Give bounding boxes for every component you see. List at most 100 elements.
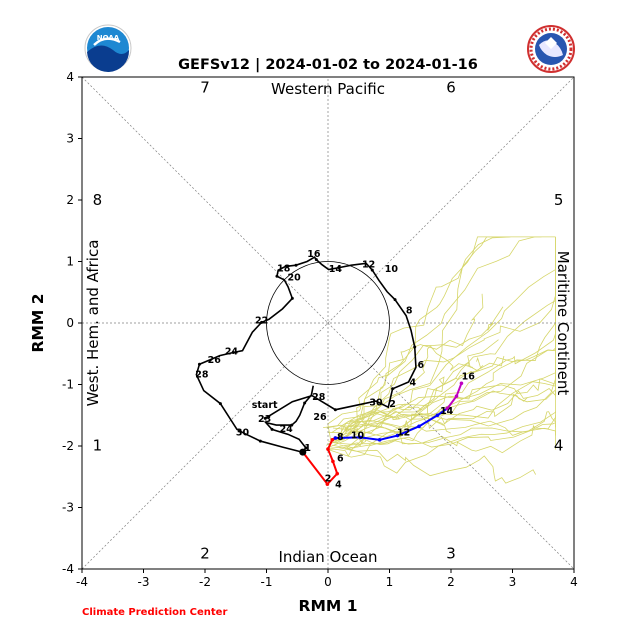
observed-day-label: 14: [329, 264, 343, 275]
forecast-point: [454, 394, 459, 398]
forecast-day-label: 10: [351, 431, 365, 442]
svg-text:NOAA: NOAA: [97, 34, 120, 42]
ensemble-member-line: [339, 447, 536, 484]
observed-day-label: 24: [280, 424, 294, 435]
observed-point: [370, 268, 374, 272]
observed-point: [260, 320, 264, 324]
y-tick-label: -1: [62, 378, 74, 392]
ensemble-member-line: [332, 417, 451, 444]
x-tick-label: -3: [138, 575, 150, 589]
ensemble-member-line: [344, 236, 556, 430]
observed-point: [218, 402, 222, 406]
forecast-point: [358, 435, 363, 440]
observed-point: [413, 345, 417, 349]
phase-number: 8: [93, 191, 103, 209]
observed-point: [333, 408, 337, 412]
chart-title: GEFSv12 | 2024-01-02 to 2024-01-16: [178, 57, 478, 73]
forecast-day-label: 8: [337, 432, 344, 443]
x-tick-label: -4: [76, 575, 88, 589]
ensemble-member-line: [344, 420, 556, 450]
observed-point: [304, 446, 308, 450]
y-tick-label: -2: [62, 439, 74, 453]
ensemble-member-line: [327, 293, 484, 440]
forecast-point: [417, 424, 421, 429]
forecast-start-marker: [299, 448, 307, 456]
x-axis-label: RMM 1: [299, 597, 358, 615]
observed-day-label: 20: [288, 272, 302, 283]
observed-point: [258, 439, 262, 443]
x-tick-label: 1: [386, 575, 394, 589]
observed-day-label: 30: [369, 397, 383, 408]
grid-lines: [78, 76, 575, 573]
observed-day-label: 26: [313, 412, 327, 423]
ensemble-member-line: [327, 378, 556, 457]
noaa-logo: NOAA: [84, 24, 132, 73]
observed-point: [231, 351, 235, 355]
ensemble-member-line: [345, 411, 556, 450]
phase-number: 3: [446, 545, 456, 563]
x-tick-label: 2: [447, 575, 455, 589]
phase-number: 2: [200, 545, 210, 563]
observed-point: [314, 258, 318, 262]
y-axis-label: RMM 2: [29, 294, 47, 353]
observed-day-label: 1: [304, 443, 311, 454]
forecast-point: [333, 436, 338, 440]
footer-credit: Climate Prediction Center: [82, 607, 227, 618]
observed-day-label: 24: [225, 346, 239, 357]
region-label-bottom: Indian Ocean: [278, 548, 377, 566]
phase-number: 7: [200, 78, 210, 96]
region-label-right: Maritime Continent: [554, 251, 572, 396]
forecast-point: [326, 447, 330, 451]
ensemble-member-line: [323, 388, 556, 429]
y-tick-label: 4: [66, 70, 74, 84]
forecast-point: [435, 413, 440, 418]
y-tick-label: -4: [62, 562, 74, 576]
forecast-point: [445, 406, 450, 411]
forecast-day-label: 2: [325, 474, 332, 485]
observed-point: [263, 416, 267, 420]
phase-number: 6: [446, 78, 456, 96]
forecast-point: [330, 438, 335, 442]
observed-point: [197, 362, 201, 366]
forecast-point: [395, 433, 400, 438]
observed-day-label: 12: [362, 260, 375, 271]
observed-point: [270, 427, 274, 431]
start-label: start: [252, 400, 278, 411]
forecast-day-label: 4: [335, 480, 342, 491]
ensemble-member-line: [331, 339, 499, 433]
observed-day-label: 28: [195, 370, 209, 381]
y-tick-label: 2: [66, 193, 74, 207]
y-tick-label: -3: [62, 501, 74, 515]
observed-point: [275, 274, 279, 278]
observed-day-label: 22: [255, 316, 268, 327]
phase-number: 5: [554, 191, 564, 209]
observed-line: [195, 256, 417, 454]
forecast-day-label: 14: [440, 406, 454, 417]
observed-point: [290, 296, 294, 300]
x-tick-label: 4: [570, 575, 578, 589]
phase-number: 1: [93, 436, 103, 454]
observed-day-label: 8: [406, 306, 413, 317]
forecast-point: [331, 459, 335, 464]
ensemble-member-line: [339, 415, 556, 454]
region-label-left: West. Hem. and Africa: [84, 240, 102, 407]
x-tick-label: 0: [324, 575, 332, 589]
y-tick-label: 1: [66, 255, 74, 269]
observed-day-label: 30: [236, 427, 250, 438]
ensemble-member-line: [345, 236, 556, 433]
observed-point: [337, 266, 341, 270]
forecast-point: [377, 438, 382, 442]
ensemble-member-line: [338, 356, 484, 437]
x-tick-label: -2: [199, 575, 211, 589]
observed-day-label: 16: [307, 249, 321, 260]
ensemble-member-line: [344, 290, 556, 447]
observed-point: [290, 423, 294, 427]
forecast-day-label: 16: [462, 372, 476, 383]
nws-logo: [527, 25, 575, 73]
forecast-point: [459, 381, 464, 386]
phase-number: 4: [554, 436, 564, 454]
forecast-day-label: 12: [397, 427, 410, 438]
